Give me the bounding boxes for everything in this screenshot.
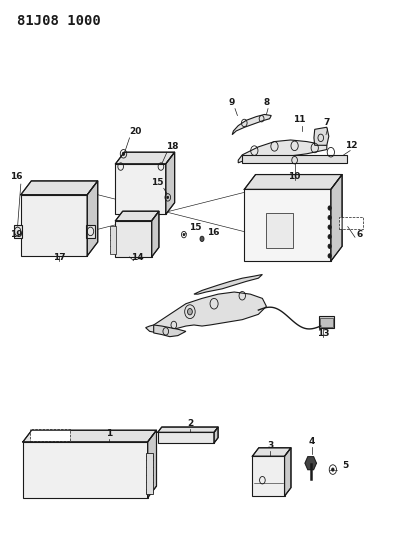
Bar: [116, 221, 152, 257]
Circle shape: [200, 236, 204, 241]
Bar: [252, 456, 284, 496]
Bar: [320, 318, 333, 327]
Text: 11: 11: [293, 115, 306, 124]
Text: 19: 19: [11, 230, 23, 239]
Polygon shape: [305, 457, 316, 470]
Polygon shape: [166, 152, 175, 214]
Polygon shape: [147, 430, 156, 498]
Text: 18: 18: [166, 142, 178, 151]
Bar: [14, 224, 22, 238]
Polygon shape: [232, 115, 271, 135]
Polygon shape: [152, 211, 159, 257]
Bar: [266, 213, 292, 248]
Polygon shape: [116, 152, 175, 164]
Text: 2: 2: [187, 419, 193, 428]
Bar: [110, 226, 116, 254]
Bar: [23, 442, 147, 498]
Text: 12: 12: [345, 141, 357, 150]
Circle shape: [183, 233, 185, 236]
Circle shape: [328, 225, 331, 229]
Text: 16: 16: [207, 228, 219, 237]
Polygon shape: [158, 427, 218, 432]
Bar: [244, 189, 331, 261]
Text: 15: 15: [189, 223, 202, 232]
Text: 8: 8: [263, 98, 269, 107]
Circle shape: [122, 152, 125, 156]
Circle shape: [328, 235, 331, 239]
Polygon shape: [242, 155, 347, 163]
Text: 13: 13: [316, 329, 329, 338]
Circle shape: [328, 215, 331, 220]
Bar: [339, 216, 363, 229]
Text: 17: 17: [53, 253, 65, 262]
Bar: [116, 164, 166, 214]
Text: 6: 6: [357, 230, 363, 239]
Polygon shape: [314, 127, 329, 146]
Text: 3: 3: [267, 441, 274, 450]
Polygon shape: [284, 448, 291, 496]
Bar: [158, 432, 214, 443]
Circle shape: [332, 468, 334, 471]
Circle shape: [328, 206, 331, 210]
Circle shape: [167, 196, 168, 198]
Polygon shape: [252, 448, 291, 456]
Polygon shape: [87, 181, 98, 256]
Text: 5: 5: [342, 461, 348, 470]
Text: 20: 20: [129, 127, 142, 136]
Bar: [146, 453, 153, 494]
Text: 14: 14: [131, 253, 144, 262]
Text: 10: 10: [288, 173, 301, 181]
Bar: [86, 224, 95, 238]
Text: 4: 4: [308, 437, 315, 446]
Polygon shape: [21, 181, 98, 195]
Polygon shape: [244, 174, 342, 189]
Circle shape: [187, 309, 192, 315]
Polygon shape: [214, 427, 218, 443]
Text: 1: 1: [106, 429, 113, 438]
Polygon shape: [238, 140, 327, 163]
Bar: [319, 317, 334, 328]
Polygon shape: [116, 211, 159, 221]
Polygon shape: [194, 274, 262, 294]
Circle shape: [328, 254, 331, 258]
Text: 81J08 1000: 81J08 1000: [17, 14, 101, 28]
Text: 15: 15: [152, 178, 164, 187]
Bar: [29, 429, 70, 441]
Polygon shape: [154, 325, 186, 337]
Text: 7: 7: [324, 118, 330, 127]
Text: 9: 9: [229, 98, 235, 107]
Polygon shape: [145, 292, 266, 333]
Polygon shape: [331, 174, 342, 261]
Bar: [21, 195, 87, 256]
Text: 16: 16: [10, 173, 22, 181]
Polygon shape: [23, 430, 156, 442]
Circle shape: [328, 244, 331, 248]
